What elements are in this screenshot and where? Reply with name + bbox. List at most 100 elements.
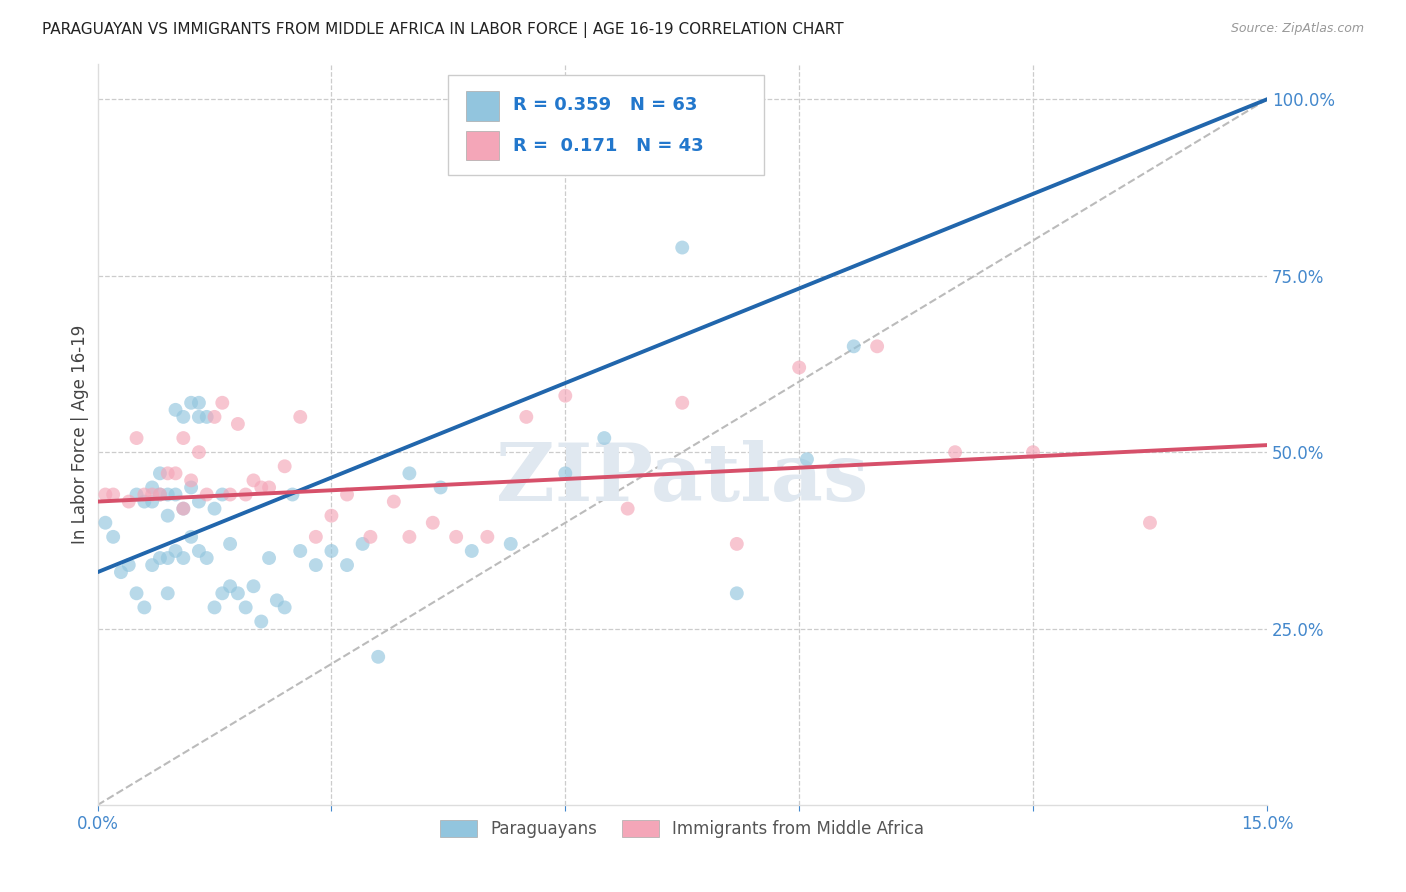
Point: [842, 339, 865, 353]
Point: [305, 530, 328, 544]
Point: [515, 409, 537, 424]
Text: ZIPatlas: ZIPatlas: [496, 440, 869, 518]
Point: [235, 487, 257, 501]
Point: [195, 487, 218, 501]
Point: [118, 494, 141, 508]
Point: [125, 431, 148, 445]
Point: [172, 551, 194, 566]
Point: [671, 241, 693, 255]
Point: [187, 409, 209, 424]
Point: [110, 565, 132, 579]
Point: [554, 389, 576, 403]
Point: [499, 537, 522, 551]
Text: R = 0.359   N = 63: R = 0.359 N = 63: [513, 95, 697, 114]
Point: [336, 487, 359, 501]
Point: [125, 586, 148, 600]
Point: [149, 487, 172, 501]
Point: [125, 487, 148, 501]
Point: [195, 409, 218, 424]
Point: [156, 508, 179, 523]
Point: [134, 494, 156, 508]
Point: [180, 396, 202, 410]
Point: [156, 551, 179, 566]
Point: [219, 487, 242, 501]
FancyBboxPatch shape: [449, 75, 763, 175]
Point: [141, 487, 163, 501]
Point: [165, 544, 187, 558]
Text: PARAGUAYAN VS IMMIGRANTS FROM MIDDLE AFRICA IN LABOR FORCE | AGE 16-19 CORRELATI: PARAGUAYAN VS IMMIGRANTS FROM MIDDLE AFR…: [42, 22, 844, 38]
Point: [187, 544, 209, 558]
Point: [187, 396, 209, 410]
Point: [477, 530, 499, 544]
Point: [165, 467, 187, 481]
Point: [444, 530, 467, 544]
Point: [211, 586, 233, 600]
Point: [321, 544, 343, 558]
Point: [118, 558, 141, 573]
Point: [204, 600, 226, 615]
Point: [257, 480, 280, 494]
Point: [382, 494, 405, 508]
Point: [226, 586, 249, 600]
Point: [352, 537, 374, 551]
Point: [156, 487, 179, 501]
Point: [195, 551, 218, 566]
Point: [134, 600, 156, 615]
Point: [290, 544, 312, 558]
Point: [398, 530, 420, 544]
Point: [226, 417, 249, 431]
Point: [336, 558, 359, 573]
Point: [796, 452, 818, 467]
Point: [461, 544, 484, 558]
Point: [359, 530, 381, 544]
Point: [211, 487, 233, 501]
Point: [671, 396, 693, 410]
Point: [156, 586, 179, 600]
Text: R =  0.171   N = 43: R = 0.171 N = 43: [513, 136, 703, 154]
Point: [165, 487, 187, 501]
Point: [242, 579, 264, 593]
Point: [134, 487, 156, 501]
Point: [219, 537, 242, 551]
Point: [257, 551, 280, 566]
Point: [172, 431, 194, 445]
Point: [180, 474, 202, 488]
Point: [593, 431, 616, 445]
FancyBboxPatch shape: [465, 92, 499, 121]
Text: Source: ZipAtlas.com: Source: ZipAtlas.com: [1230, 22, 1364, 36]
Point: [250, 615, 273, 629]
Point: [273, 600, 295, 615]
Point: [242, 474, 264, 488]
Point: [866, 339, 889, 353]
Point: [725, 586, 748, 600]
Point: [180, 530, 202, 544]
Point: [172, 409, 194, 424]
Point: [273, 459, 295, 474]
Point: [94, 516, 117, 530]
Point: [180, 480, 202, 494]
Point: [398, 467, 420, 481]
Point: [235, 600, 257, 615]
Point: [787, 360, 810, 375]
Point: [141, 480, 163, 494]
Point: [141, 558, 163, 573]
Point: [149, 467, 172, 481]
Point: [305, 558, 328, 573]
Point: [321, 508, 343, 523]
Point: [204, 409, 226, 424]
Point: [616, 501, 638, 516]
Point: [149, 551, 172, 566]
Point: [1139, 516, 1161, 530]
Point: [422, 516, 444, 530]
Point: [156, 467, 179, 481]
Point: [204, 501, 226, 516]
Point: [165, 402, 187, 417]
Point: [367, 649, 389, 664]
Point: [101, 487, 124, 501]
Point: [172, 501, 194, 516]
Point: [250, 480, 273, 494]
Point: [725, 537, 748, 551]
Point: [101, 530, 124, 544]
Point: [429, 480, 451, 494]
Y-axis label: In Labor Force | Age 16-19: In Labor Force | Age 16-19: [72, 325, 89, 544]
